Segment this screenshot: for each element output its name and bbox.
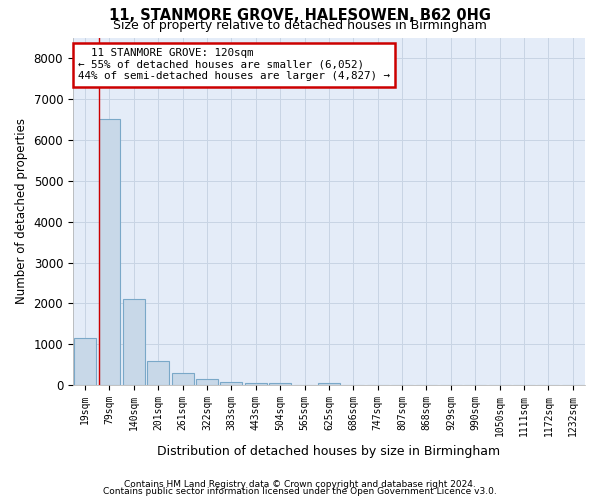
Bar [147,361,169,386]
Text: 11 STANMORE GROVE: 120sqm
← 55% of detached houses are smaller (6,052)
44% of se: 11 STANMORE GROVE: 120sqm ← 55% of detac… [78,48,390,81]
Text: 11, STANMORE GROVE, HALESOWEN, B62 0HG: 11, STANMORE GROVE, HALESOWEN, B62 0HG [109,8,491,22]
Bar [74,338,96,386]
Text: Size of property relative to detached houses in Birmingham: Size of property relative to detached ho… [113,19,487,32]
Bar [196,379,218,386]
X-axis label: Distribution of detached houses by size in Birmingham: Distribution of detached houses by size … [157,444,500,458]
Text: Contains HM Land Registry data © Crown copyright and database right 2024.: Contains HM Land Registry data © Crown c… [124,480,476,489]
Bar [245,383,267,386]
Text: Contains public sector information licensed under the Open Government Licence v3: Contains public sector information licen… [103,488,497,496]
Y-axis label: Number of detached properties: Number of detached properties [15,118,28,304]
Bar [269,383,291,386]
Bar [98,120,121,386]
Bar [172,373,194,386]
Bar [318,383,340,386]
Bar [123,300,145,386]
Bar [220,382,242,386]
